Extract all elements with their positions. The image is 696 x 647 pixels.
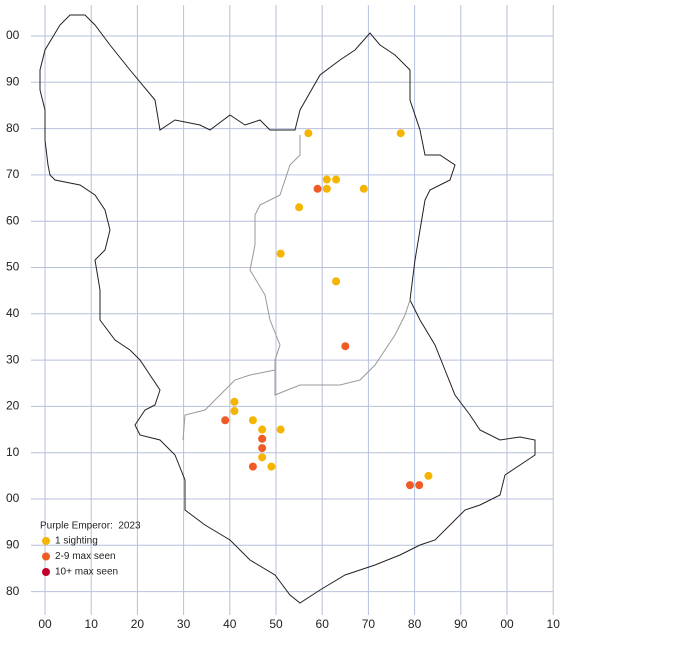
county-outline [39,14,536,604]
y-tick-label: 80 [6,584,20,598]
sighting-point [341,342,350,351]
sighting-point [221,416,230,425]
x-tick-label: 00 [500,617,514,631]
x-tick-label: 40 [223,617,237,631]
sighting-point [230,397,239,406]
sighting-point [304,129,313,138]
district-boundary [182,135,411,441]
x-tick-label: 60 [316,617,330,631]
y-tick-label: 50 [6,260,20,274]
x-tick-label: 80 [408,617,422,631]
sighting-point [267,462,276,471]
sighting-point [424,471,433,480]
legend-swatch [42,568,50,576]
x-tick-label: 10 [85,617,99,631]
y-tick-label: 90 [6,74,20,88]
sighting-point [258,425,267,434]
sighting-point [415,481,424,490]
x-tick-label: 10 [547,617,561,631]
legend-label: 10+ max seen [55,567,118,578]
legend-label: 1 sighting [55,536,98,547]
x-tick-label: 00 [38,617,52,631]
legend-swatch [42,537,50,545]
sighting-point [332,277,341,286]
y-tick-label: 40 [6,306,20,320]
y-tick-label: 00 [6,28,20,42]
sighting-point [322,184,331,193]
sighting-point [322,175,331,184]
x-tick-label: 50 [269,617,283,631]
y-tick-label: 20 [6,399,20,413]
sighting-point [405,481,414,490]
sighting-point [258,444,267,453]
sighting-point [276,425,285,434]
sighting-point [248,416,257,425]
y-tick-label: 90 [6,537,20,551]
y-tick-label: 60 [6,213,20,227]
sighting-point [258,453,267,462]
sighting-point [276,249,285,258]
sighting-point [230,407,239,416]
x-tick-label: 70 [362,617,376,631]
sighting-point [396,129,405,138]
sighting-point [258,434,267,443]
x-tick-label: 90 [454,617,468,631]
x-tick-label: 30 [177,617,191,631]
sighting-point [295,203,304,212]
y-tick-label: 30 [6,352,20,366]
y-tick-label: 10 [6,445,20,459]
sighting-point [248,462,257,471]
y-tick-label: 80 [6,121,20,135]
sighting-point [313,184,322,193]
sighting-point [332,175,341,184]
legend-swatch [42,552,50,561]
sighting-point [359,184,368,193]
x-tick-label: 20 [131,617,145,631]
legend-title: Purple Emperor: 2023 [40,521,141,532]
y-tick-label: 70 [6,167,20,181]
y-tick-label: 00 [6,491,20,505]
legend-label: 2-9 max seen [55,551,116,562]
